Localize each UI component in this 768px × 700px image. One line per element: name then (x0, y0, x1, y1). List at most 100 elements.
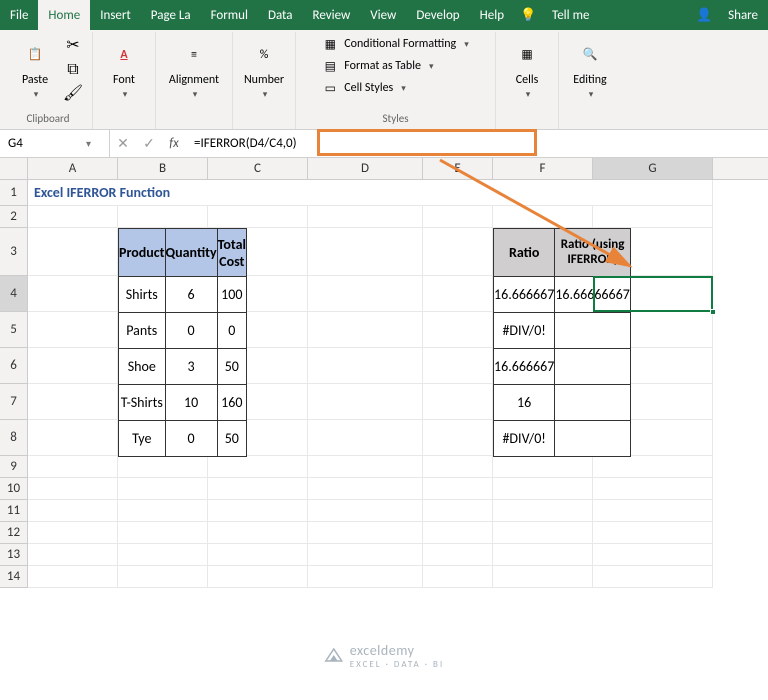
worksheet-grid[interactable]: A B C D E F G 1 Excel IFERROR Function 2… (0, 158, 768, 700)
tab-insert[interactable]: Insert (90, 0, 141, 30)
row-header-6[interactable]: 6 (0, 348, 28, 384)
tab-home[interactable]: Home (38, 0, 90, 30)
lightbulb-icon: 💡 (520, 7, 536, 23)
copy-icon: ⧉ (67, 60, 78, 79)
cut-button[interactable]: ✂ (62, 34, 84, 56)
format-painter-button[interactable]: 🖌 (62, 82, 84, 104)
row-header-4[interactable]: 4 (0, 276, 28, 312)
check-icon: ✓ (143, 135, 155, 152)
tab-data[interactable]: Data (258, 0, 303, 30)
chevron-down-icon: ▾ (589, 89, 594, 100)
table-row: Shirts6100 (119, 277, 247, 313)
cond-format-label: Conditional Formatting (344, 37, 456, 51)
name-box[interactable]: ▾ (0, 130, 110, 157)
table-row: Tye050 (119, 421, 247, 457)
enter-formula-button[interactable]: ✓ (136, 130, 162, 157)
ribbon-group-cells: ▦ Cells ▾ (496, 32, 559, 129)
font-icon: A (108, 39, 140, 71)
chevron-down-icon: ▾ (429, 61, 434, 72)
paste-label: Paste (22, 73, 48, 87)
table-row: T-Shirts10160 (119, 385, 247, 421)
format-table-label: Format as Table (344, 59, 421, 73)
col-header-B[interactable]: B (118, 158, 208, 179)
table-row: Shoe350 (119, 349, 247, 385)
col-header-G[interactable]: G (593, 158, 713, 179)
ribbon-group-clipboard: 📋 Paste ▾ ✂ ⧉ 🖌 Clipboard (4, 32, 93, 129)
grid-rows: 1 Excel IFERROR Function 2 3 4 5 6 7 8 9… (0, 180, 768, 588)
editing-label: Editing (573, 73, 606, 87)
col-header-F[interactable]: F (493, 158, 593, 179)
row-header-9[interactable]: 9 (0, 456, 28, 478)
share-button[interactable]: Share (718, 0, 768, 30)
formula-input[interactable] (186, 130, 768, 157)
name-box-input[interactable] (0, 136, 80, 151)
percent-icon: % (248, 39, 280, 71)
main-data-table: Product Quantity Total Cost Shirts6100 P… (118, 228, 247, 457)
number-button[interactable]: % Number ▾ (241, 34, 287, 104)
col-header-A[interactable]: A (28, 158, 118, 179)
table-row: 16 (494, 385, 631, 421)
chevron-down-icon: ▾ (193, 89, 198, 100)
scissors-icon: ✂ (66, 35, 79, 55)
table-row: 16.666667 (494, 349, 631, 385)
ribbon-tabs: File Home Insert Page La Formul Data Rev… (0, 0, 768, 30)
editing-button[interactable]: 🔍 Editing ▾ (567, 34, 613, 104)
tell-me[interactable]: Tell me (542, 0, 599, 30)
paste-button[interactable]: 📋 Paste ▾ (12, 34, 58, 104)
tab-help[interactable]: Help (470, 0, 514, 30)
col-header-D[interactable]: D (308, 158, 423, 179)
row-header-11[interactable]: 11 (0, 500, 28, 522)
copy-button[interactable]: ⧉ (62, 58, 84, 80)
watermark-subtext: EXCEL · DATA · BI (350, 659, 444, 670)
chevron-down-icon: ▾ (526, 89, 531, 100)
row-header-13[interactable]: 13 (0, 544, 28, 566)
tab-page-layout[interactable]: Page La (141, 0, 201, 30)
cancel-formula-button[interactable]: ✕ (110, 130, 136, 157)
row-header-3[interactable]: 3 (0, 228, 28, 276)
col-header-E[interactable]: E (423, 158, 493, 179)
cells-button[interactable]: ▦ Cells ▾ (504, 34, 550, 104)
tab-view[interactable]: View (360, 0, 406, 30)
alignment-button[interactable]: ≡ Alignment ▾ (164, 34, 224, 104)
fill-handle[interactable] (710, 309, 716, 315)
number-label: Number (244, 73, 284, 87)
ribbon: 📋 Paste ▾ ✂ ⧉ 🖌 Clipboard A Font ▾ (0, 30, 768, 130)
share-icon: 👤 (696, 7, 712, 23)
table-row: 16.66666716.66666667 (494, 277, 631, 313)
x-icon: ✕ (117, 135, 129, 152)
table-row: Pants00 (119, 313, 247, 349)
cell-styles-button[interactable]: ▭ Cell Styles ▾ (318, 78, 472, 98)
format-as-table-button[interactable]: ▤ Format as Table ▾ (318, 56, 472, 76)
cell-styles-label: Cell Styles (344, 81, 393, 95)
alignment-icon: ≡ (178, 39, 210, 71)
tab-formulas[interactable]: Formul (201, 0, 258, 30)
formula-bar: ▾ ✕ ✓ fx (0, 130, 768, 158)
ribbon-group-styles: ▦ Conditional Formatting ▾ ▤ Format as T… (296, 32, 496, 129)
col-header-C[interactable]: C (208, 158, 308, 179)
th-ratio-iferror: Ratio (using IFERROR) (555, 229, 631, 277)
tab-review[interactable]: Review (302, 0, 360, 30)
conditional-formatting-button[interactable]: ▦ Conditional Formatting ▾ (318, 34, 472, 54)
row-header-1[interactable]: 1 (0, 180, 28, 206)
ribbon-group-alignment: ≡ Alignment ▾ (156, 32, 233, 129)
font-button[interactable]: A Font ▾ (101, 34, 147, 104)
format-table-icon: ▤ (322, 58, 338, 74)
row-header-10[interactable]: 10 (0, 478, 28, 500)
select-all-corner[interactable] (0, 158, 28, 179)
th-total-cost: Total Cost (217, 229, 246, 277)
row-header-5[interactable]: 5 (0, 312, 28, 348)
row-header-7[interactable]: 7 (0, 384, 28, 420)
sheet-title: Excel IFERROR Function (28, 180, 713, 205)
fx-icon[interactable]: fx (162, 136, 186, 151)
row-header-2[interactable]: 2 (0, 206, 28, 228)
tab-file[interactable]: File (0, 0, 38, 30)
th-product: Product (119, 229, 166, 277)
row-header-12[interactable]: 12 (0, 522, 28, 544)
name-box-dropdown[interactable]: ▾ (80, 137, 97, 150)
ribbon-group-font: A Font ▾ (93, 32, 156, 129)
alignment-label: Alignment (169, 73, 219, 87)
row-header-14[interactable]: 14 (0, 566, 28, 588)
tab-developer[interactable]: Develop (406, 0, 469, 30)
chevron-down-icon: ▾ (34, 89, 39, 100)
row-header-8[interactable]: 8 (0, 420, 28, 456)
